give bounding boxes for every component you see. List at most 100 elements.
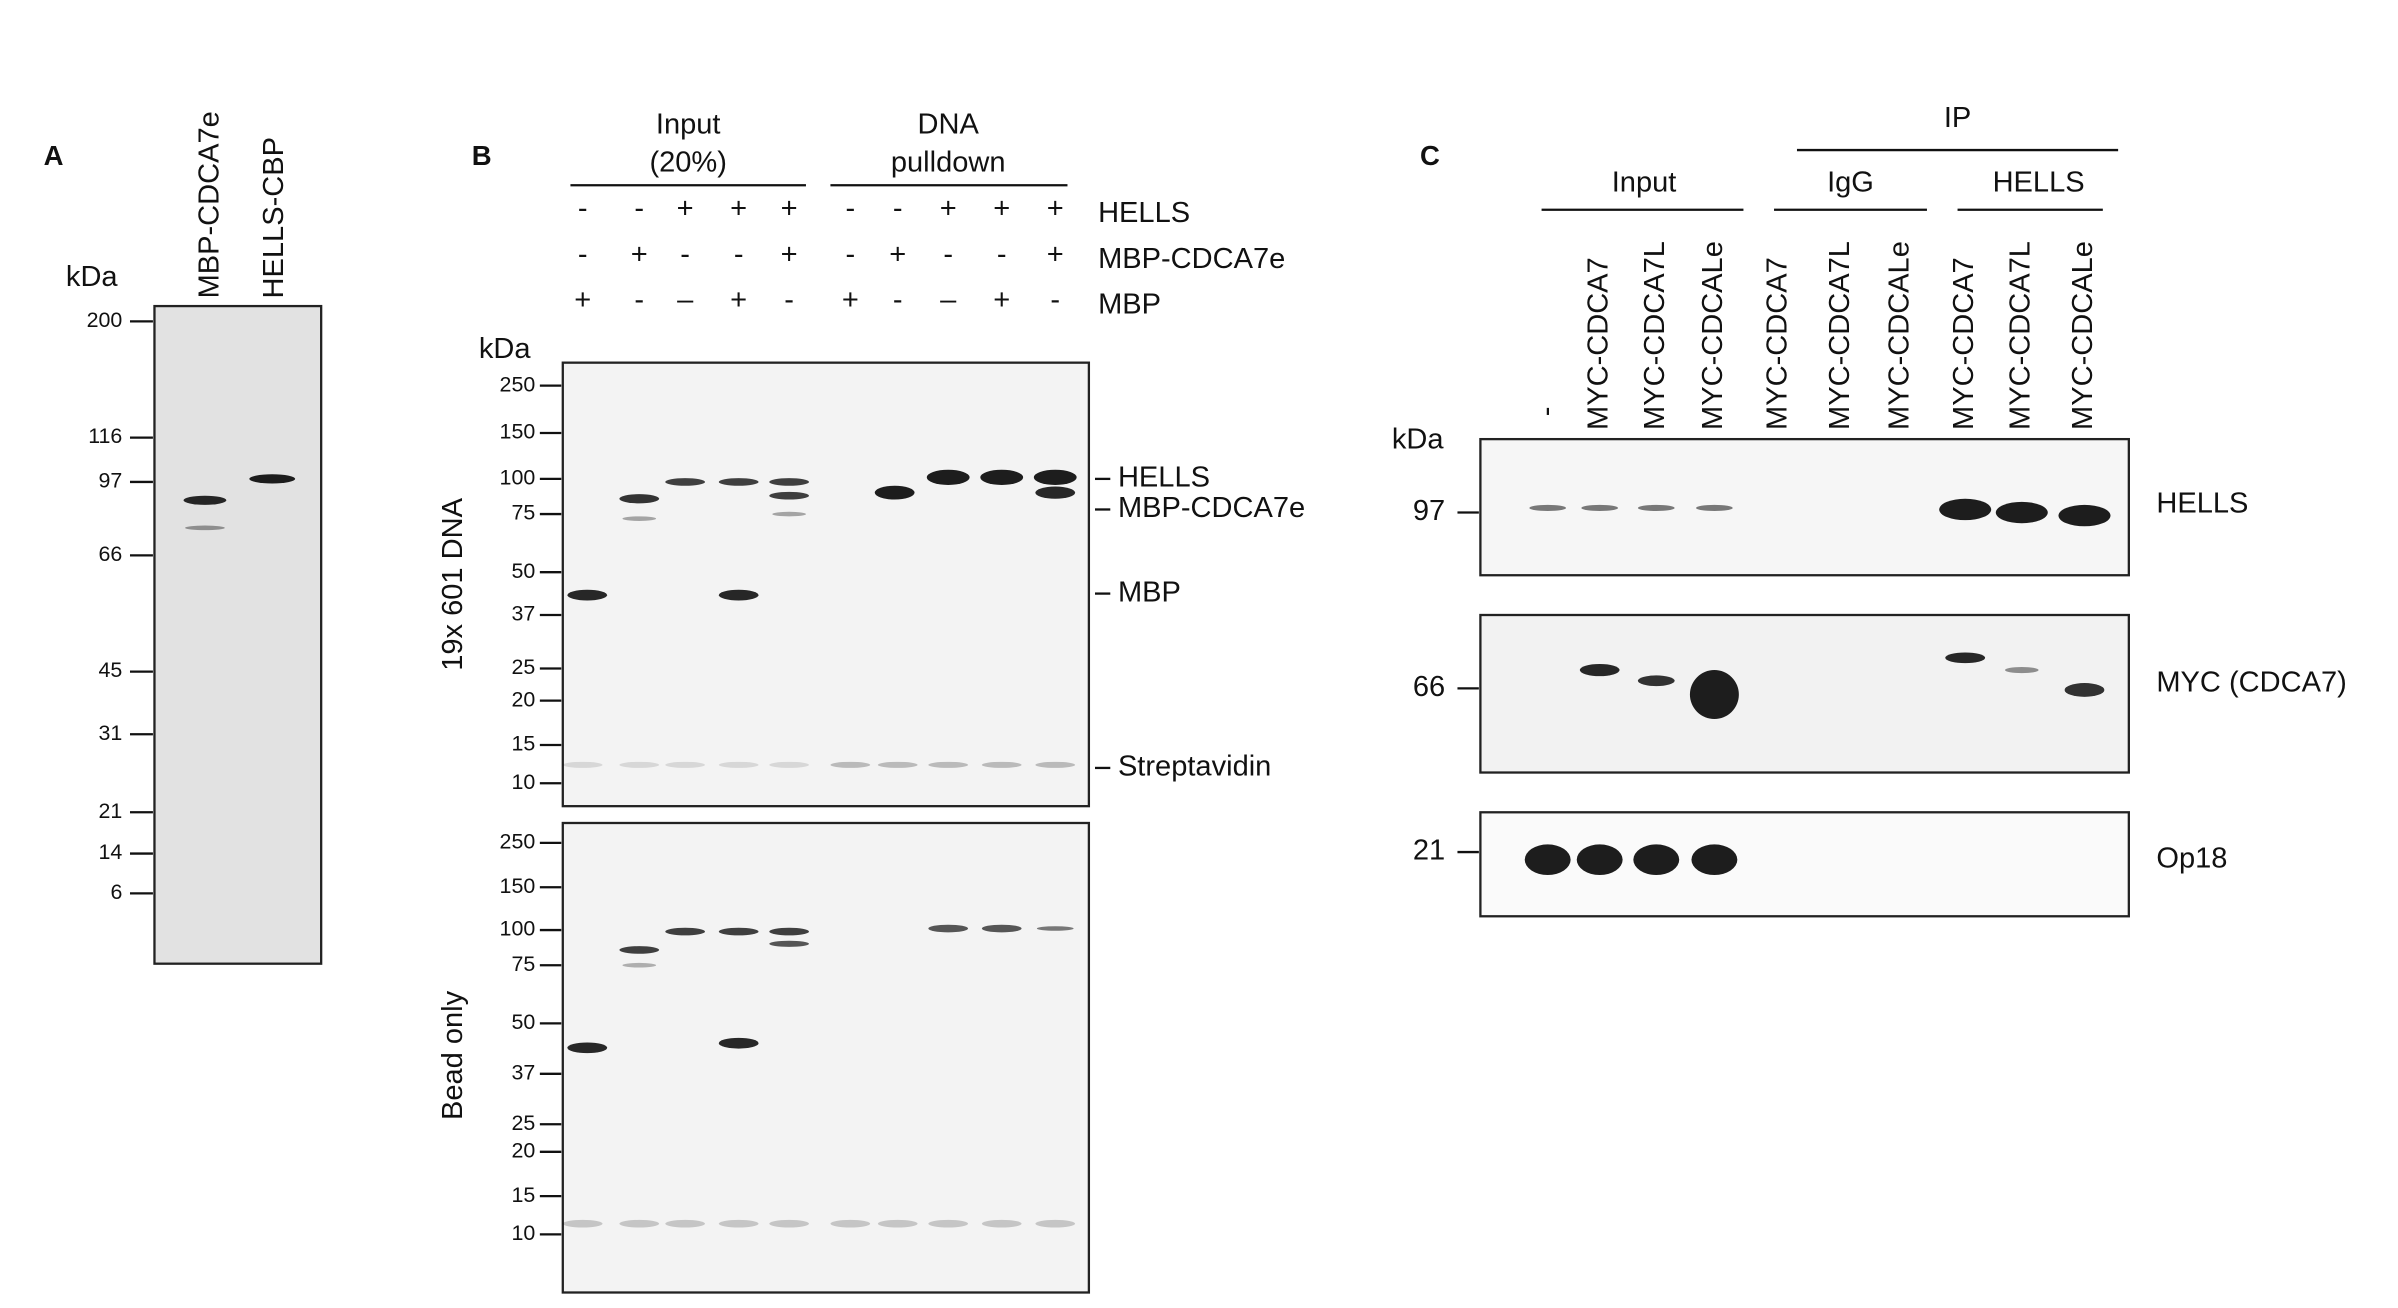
band: [2004, 666, 2039, 674]
band: [1581, 504, 1619, 512]
band: [1696, 504, 1733, 512]
band: [772, 511, 806, 517]
band: [928, 761, 969, 768]
band: [183, 495, 227, 505]
unit-label: kDa: [1392, 423, 1445, 455]
marker-label: 100: [500, 466, 536, 490]
marker-label: 21: [1413, 835, 1445, 867]
marker-label: 20: [511, 1138, 535, 1162]
band: [877, 761, 918, 768]
marker-label: 45: [99, 658, 123, 682]
sign: +: [730, 284, 747, 316]
band: [769, 927, 810, 936]
band: [1524, 844, 1571, 875]
band: [830, 761, 871, 768]
band-label: MBP-CDCA7e: [1118, 492, 1305, 524]
sign: +: [730, 192, 747, 224]
sign: -: [997, 238, 1007, 270]
sign: +: [1047, 192, 1064, 224]
band: [619, 761, 660, 768]
marker-label: 66: [1413, 671, 1445, 703]
sign: +: [631, 238, 648, 270]
marker-label: 37: [511, 1060, 535, 1084]
gel-label: Bead only: [437, 990, 469, 1120]
band: [928, 1219, 969, 1228]
marker-label: 200: [87, 308, 123, 332]
group-label: pulldown: [891, 147, 1006, 179]
band: [665, 1219, 706, 1228]
gel-label: 19x 601 DNA: [437, 497, 469, 670]
unit-label: kDa: [66, 261, 119, 293]
lane-label: MYC-CDCA7: [1582, 257, 1614, 430]
band: [1035, 486, 1076, 499]
row-label: MBP: [1098, 289, 1161, 321]
sign: -: [893, 284, 903, 316]
marker-label: 50: [511, 559, 535, 583]
marker-label: 150: [500, 874, 536, 898]
marker-label: 15: [511, 732, 535, 756]
band: [874, 485, 915, 500]
lane-label: MYC-CDCA7: [1761, 257, 1793, 430]
marker-label: 66: [99, 542, 123, 566]
band: [1033, 469, 1077, 486]
marker-label: 250: [500, 830, 536, 854]
band: [981, 1219, 1022, 1228]
band: [1689, 670, 1739, 719]
sign: +: [993, 284, 1010, 316]
band: [718, 1037, 759, 1049]
band: [562, 761, 603, 768]
marker-label: 150: [500, 420, 536, 444]
sign: +: [993, 192, 1010, 224]
band: [619, 494, 660, 504]
blot-label: HELLS: [2156, 488, 2248, 520]
marker-label: 25: [511, 655, 535, 679]
marker-label: 250: [500, 372, 536, 396]
sign: –: [940, 284, 957, 316]
lane-label: MYC-CDCA7L: [2004, 241, 2036, 430]
band: [619, 946, 660, 954]
band: [769, 940, 810, 947]
band: [1579, 663, 1620, 677]
lane-label: MYC-CDCALe: [1884, 241, 1916, 430]
band: [718, 761, 759, 768]
band-label: HELLS: [1118, 462, 1210, 494]
blot-label: MYC (CDCA7): [2156, 666, 2346, 698]
band: [769, 491, 810, 500]
band: [1633, 844, 1680, 875]
band: [981, 924, 1022, 933]
band: [249, 474, 296, 484]
band-label: MBP: [1118, 576, 1181, 608]
band: [718, 589, 759, 601]
band: [1637, 504, 1675, 512]
ip-label: IP: [1944, 102, 1971, 134]
sign: -: [680, 238, 690, 270]
marker-label: 21: [99, 799, 123, 823]
band: [1035, 1219, 1076, 1228]
marker-label: 97: [99, 469, 123, 493]
band: [980, 469, 1024, 486]
band: [1036, 926, 1074, 931]
band: [1939, 498, 1992, 521]
sign: -: [734, 238, 744, 270]
group-label: (20%): [649, 147, 726, 179]
band: [619, 1219, 660, 1228]
band: [567, 589, 608, 601]
sign: –: [677, 284, 694, 316]
marker-label: 25: [511, 1111, 535, 1135]
band: [562, 1219, 603, 1228]
sign: -: [634, 284, 644, 316]
sign: +: [574, 284, 591, 316]
marker-label: 6: [110, 880, 122, 904]
marker-label: 75: [511, 501, 535, 525]
sign: +: [1047, 238, 1064, 270]
blot-c-3: [1479, 811, 2130, 918]
panel-label: C: [1420, 140, 1440, 171]
band: [567, 1042, 608, 1054]
marker-label: 14: [99, 840, 123, 864]
band: [1637, 675, 1675, 687]
gel-a: [153, 304, 323, 965]
sign: -: [943, 238, 953, 270]
marker-label: 20: [511, 687, 535, 711]
lane-label: MYC-CDCALe: [1697, 241, 1729, 430]
